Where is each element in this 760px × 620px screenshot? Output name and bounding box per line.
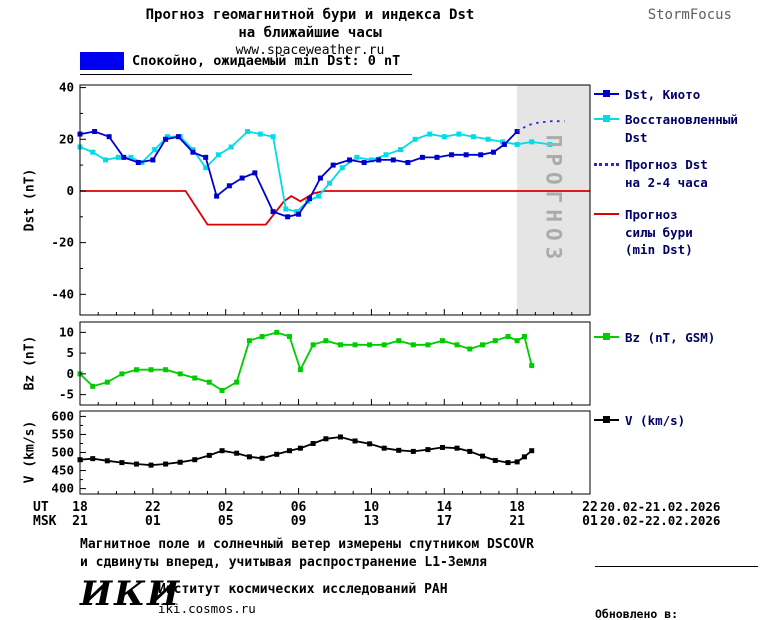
svg-text:600: 600	[51, 408, 74, 423]
series-v	[77, 434, 535, 468]
legend-marker-storm-forecast-icon	[594, 207, 619, 220]
svg-text:450: 450	[51, 463, 74, 478]
legend-marker-restored-dst-icon	[594, 112, 619, 125]
institute-name: Институт космических исследований РАН	[158, 582, 448, 597]
page-title-line2: на ближайшие часы	[238, 25, 382, 41]
legend-label: Bz (nT, GSM)	[625, 330, 716, 345]
panel-frame	[79, 410, 591, 495]
svg-text:22: 22	[582, 500, 598, 515]
svg-text:17: 17	[436, 514, 452, 529]
legend-entry-dst-kyoto: Dst, Киото	[594, 86, 700, 104]
y-axis-label-bz: Bz (nT)	[22, 335, 38, 391]
status-swatch	[80, 52, 124, 70]
legend-entry-restored-dst: Восстановленный Dst	[594, 111, 738, 146]
updated-heading: Обновлено в:	[595, 606, 679, 620]
legend-entry-storm-forecast: Прогноз силы бури (min Dst)	[594, 206, 693, 259]
panel-frame	[79, 84, 591, 316]
svg-text:01: 01	[145, 514, 161, 529]
page-title-line1: Прогноз геомагнитной бури и индекса Dst	[145, 7, 475, 23]
svg-text:-20: -20	[51, 235, 74, 250]
x-axis-labels: UTMSK1821220102050609101314171821220120.…	[33, 499, 720, 529]
svg-text:-40: -40	[51, 286, 74, 301]
svg-text:0: 0	[66, 366, 74, 381]
series-storm-forecast	[80, 190, 590, 226]
legend-label: (min Dst)	[625, 242, 693, 257]
legend-entry-v: V (km/s)	[594, 412, 685, 430]
svg-text:20.02-22.02.2026: 20.02-22.02.2026	[600, 513, 720, 528]
y-axis-label-v: V (km/s)	[22, 420, 38, 484]
legend-label: на 2-4 часа	[625, 174, 708, 190]
legend-marker-v-icon	[594, 413, 619, 426]
svg-text:550: 550	[51, 426, 74, 441]
svg-text:05: 05	[218, 514, 234, 529]
panel-frame	[79, 321, 591, 406]
svg-text:18: 18	[72, 500, 88, 515]
series-restored-dst	[77, 129, 553, 215]
ticks-dst	[79, 87, 591, 315]
legend-entry-forecast-dst: Прогноз Dst на 2-4 часа	[594, 156, 708, 191]
svg-text:02: 02	[218, 500, 234, 515]
legend-marker-forecast-dst-icon	[594, 157, 619, 170]
panel-v: 600 550 500 450 400	[51, 408, 591, 496]
svg-text:0: 0	[66, 183, 74, 198]
svg-text:20: 20	[59, 131, 74, 146]
svg-text:13: 13	[364, 514, 380, 529]
status-banner: Спокойно, ожидаемый min Dst: 0 nT	[80, 52, 413, 75]
legend-entry-bz: Bz (nT, GSM)	[594, 329, 715, 347]
legend-marker-dst-kyoto-icon	[594, 87, 619, 100]
series-bz	[77, 329, 535, 393]
ytick-labels-bz: 10 5 0 -5	[59, 324, 74, 401]
svg-text:400: 400	[51, 481, 74, 496]
svg-text:09: 09	[291, 514, 307, 529]
svg-text:22: 22	[145, 500, 161, 515]
updated-block: Обновлено в: UT 18:05, 21.02.2026 MSK 21…	[595, 566, 758, 620]
chart-canvas: 40 20 0 -20 -40 ПРОГНОЗ 10 5 0 -5 600 550 500 450 400U…	[33, 80, 720, 529]
forecast-region	[517, 85, 590, 315]
svg-text:01: 01	[582, 514, 598, 529]
svg-text:500: 500	[51, 445, 74, 460]
y-axis-label-dst: Dst (nT)	[22, 168, 38, 232]
svg-text:20.02-21.02.2026: 20.02-21.02.2026	[600, 499, 720, 514]
annotation-line1: Магнитное поле и солнечный ветер измерен…	[80, 537, 534, 552]
brand-label: StormFocus	[647, 7, 732, 23]
svg-text:21: 21	[72, 514, 88, 529]
svg-text:10: 10	[364, 500, 380, 515]
site-link[interactable]: www.spaceweather.ru	[235, 43, 385, 58]
legend-label: силы бури	[625, 224, 693, 240]
legend-label: Dst	[625, 129, 648, 145]
forecast-region-label: ПРОГНОЗ	[542, 135, 566, 266]
ytick-labels-v: 600 550 500 450 400	[51, 408, 74, 495]
panel-bz: 10 5 0 -5	[59, 321, 591, 406]
svg-text:21: 21	[509, 514, 525, 529]
svg-text:5: 5	[66, 345, 74, 360]
legend-label: V (km/s)	[625, 413, 686, 428]
legend-marker-bz-icon	[594, 330, 619, 343]
svg-text:-5: -5	[59, 387, 74, 402]
series-forecast-dst	[516, 120, 565, 133]
iki-logo: ИКИ	[80, 574, 182, 614]
annotation-line2: и сдвинуты вперед, учитывая распростране…	[80, 555, 487, 570]
svg-text:18: 18	[509, 500, 525, 515]
svg-text:06: 06	[291, 500, 307, 515]
ticks-bz	[79, 331, 591, 405]
svg-text:UT: UT	[33, 500, 49, 515]
legend-label: Dst, Киото	[625, 87, 701, 102]
svg-text:14: 14	[436, 500, 452, 515]
ytick-labels-dst: 40 20 0 -20 -40	[51, 80, 74, 301]
panel-dst: 40 20 0 -20 -40 ПРОГНОЗ	[51, 80, 591, 316]
legend-label: Восстановленный	[625, 112, 738, 127]
status-text: Спокойно, ожидаемый min Dst: 0 nT	[132, 53, 401, 69]
legend-label: Прогноз	[625, 207, 678, 222]
ticks-v	[79, 415, 591, 494]
svg-text:40: 40	[59, 80, 74, 95]
svg-text:10: 10	[59, 324, 74, 339]
institute-site-link[interactable]: iki.cosmos.ru	[158, 601, 256, 616]
legend-label: Прогноз Dst	[625, 157, 708, 172]
svg-text:MSK: MSK	[33, 514, 57, 529]
series-dst-kyoto	[77, 129, 520, 220]
